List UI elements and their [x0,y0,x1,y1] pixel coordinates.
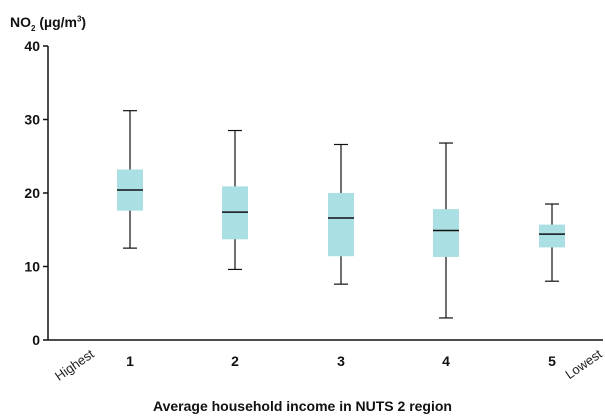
x-tick-label: 4 [442,353,450,369]
box-4 [433,142,459,319]
y-tick-label: 0 [32,332,40,348]
iqr-box [328,193,354,257]
box-series [117,110,565,319]
x-tick-label: 5 [548,353,556,369]
axes [43,45,603,341]
box-1 [117,110,143,249]
y-tick-label: 10 [24,259,40,275]
x-axis-label: Average household income in NUTS 2 regio… [153,398,452,414]
box-5 [539,203,565,282]
y-tick-label: 40 [24,38,40,54]
iqr-box [539,224,565,248]
x-tick-label: 2 [231,353,239,369]
box-3 [328,143,354,285]
tick-labels: 0 10 20 30 40 1 2 3 4 5 Highest Lowest [24,38,605,384]
x-tick-label: 1 [126,353,134,369]
y-tick-label: 30 [24,112,40,128]
y-tick-label: 20 [24,185,40,201]
x-tick-label: 3 [337,353,345,369]
y-axis-label: NO2 (µg/m3) [10,14,87,33]
box-2 [222,129,248,271]
x-start-label: Highest [52,346,97,384]
iqr-box [433,209,459,257]
x-end-label: Lowest [562,346,605,382]
